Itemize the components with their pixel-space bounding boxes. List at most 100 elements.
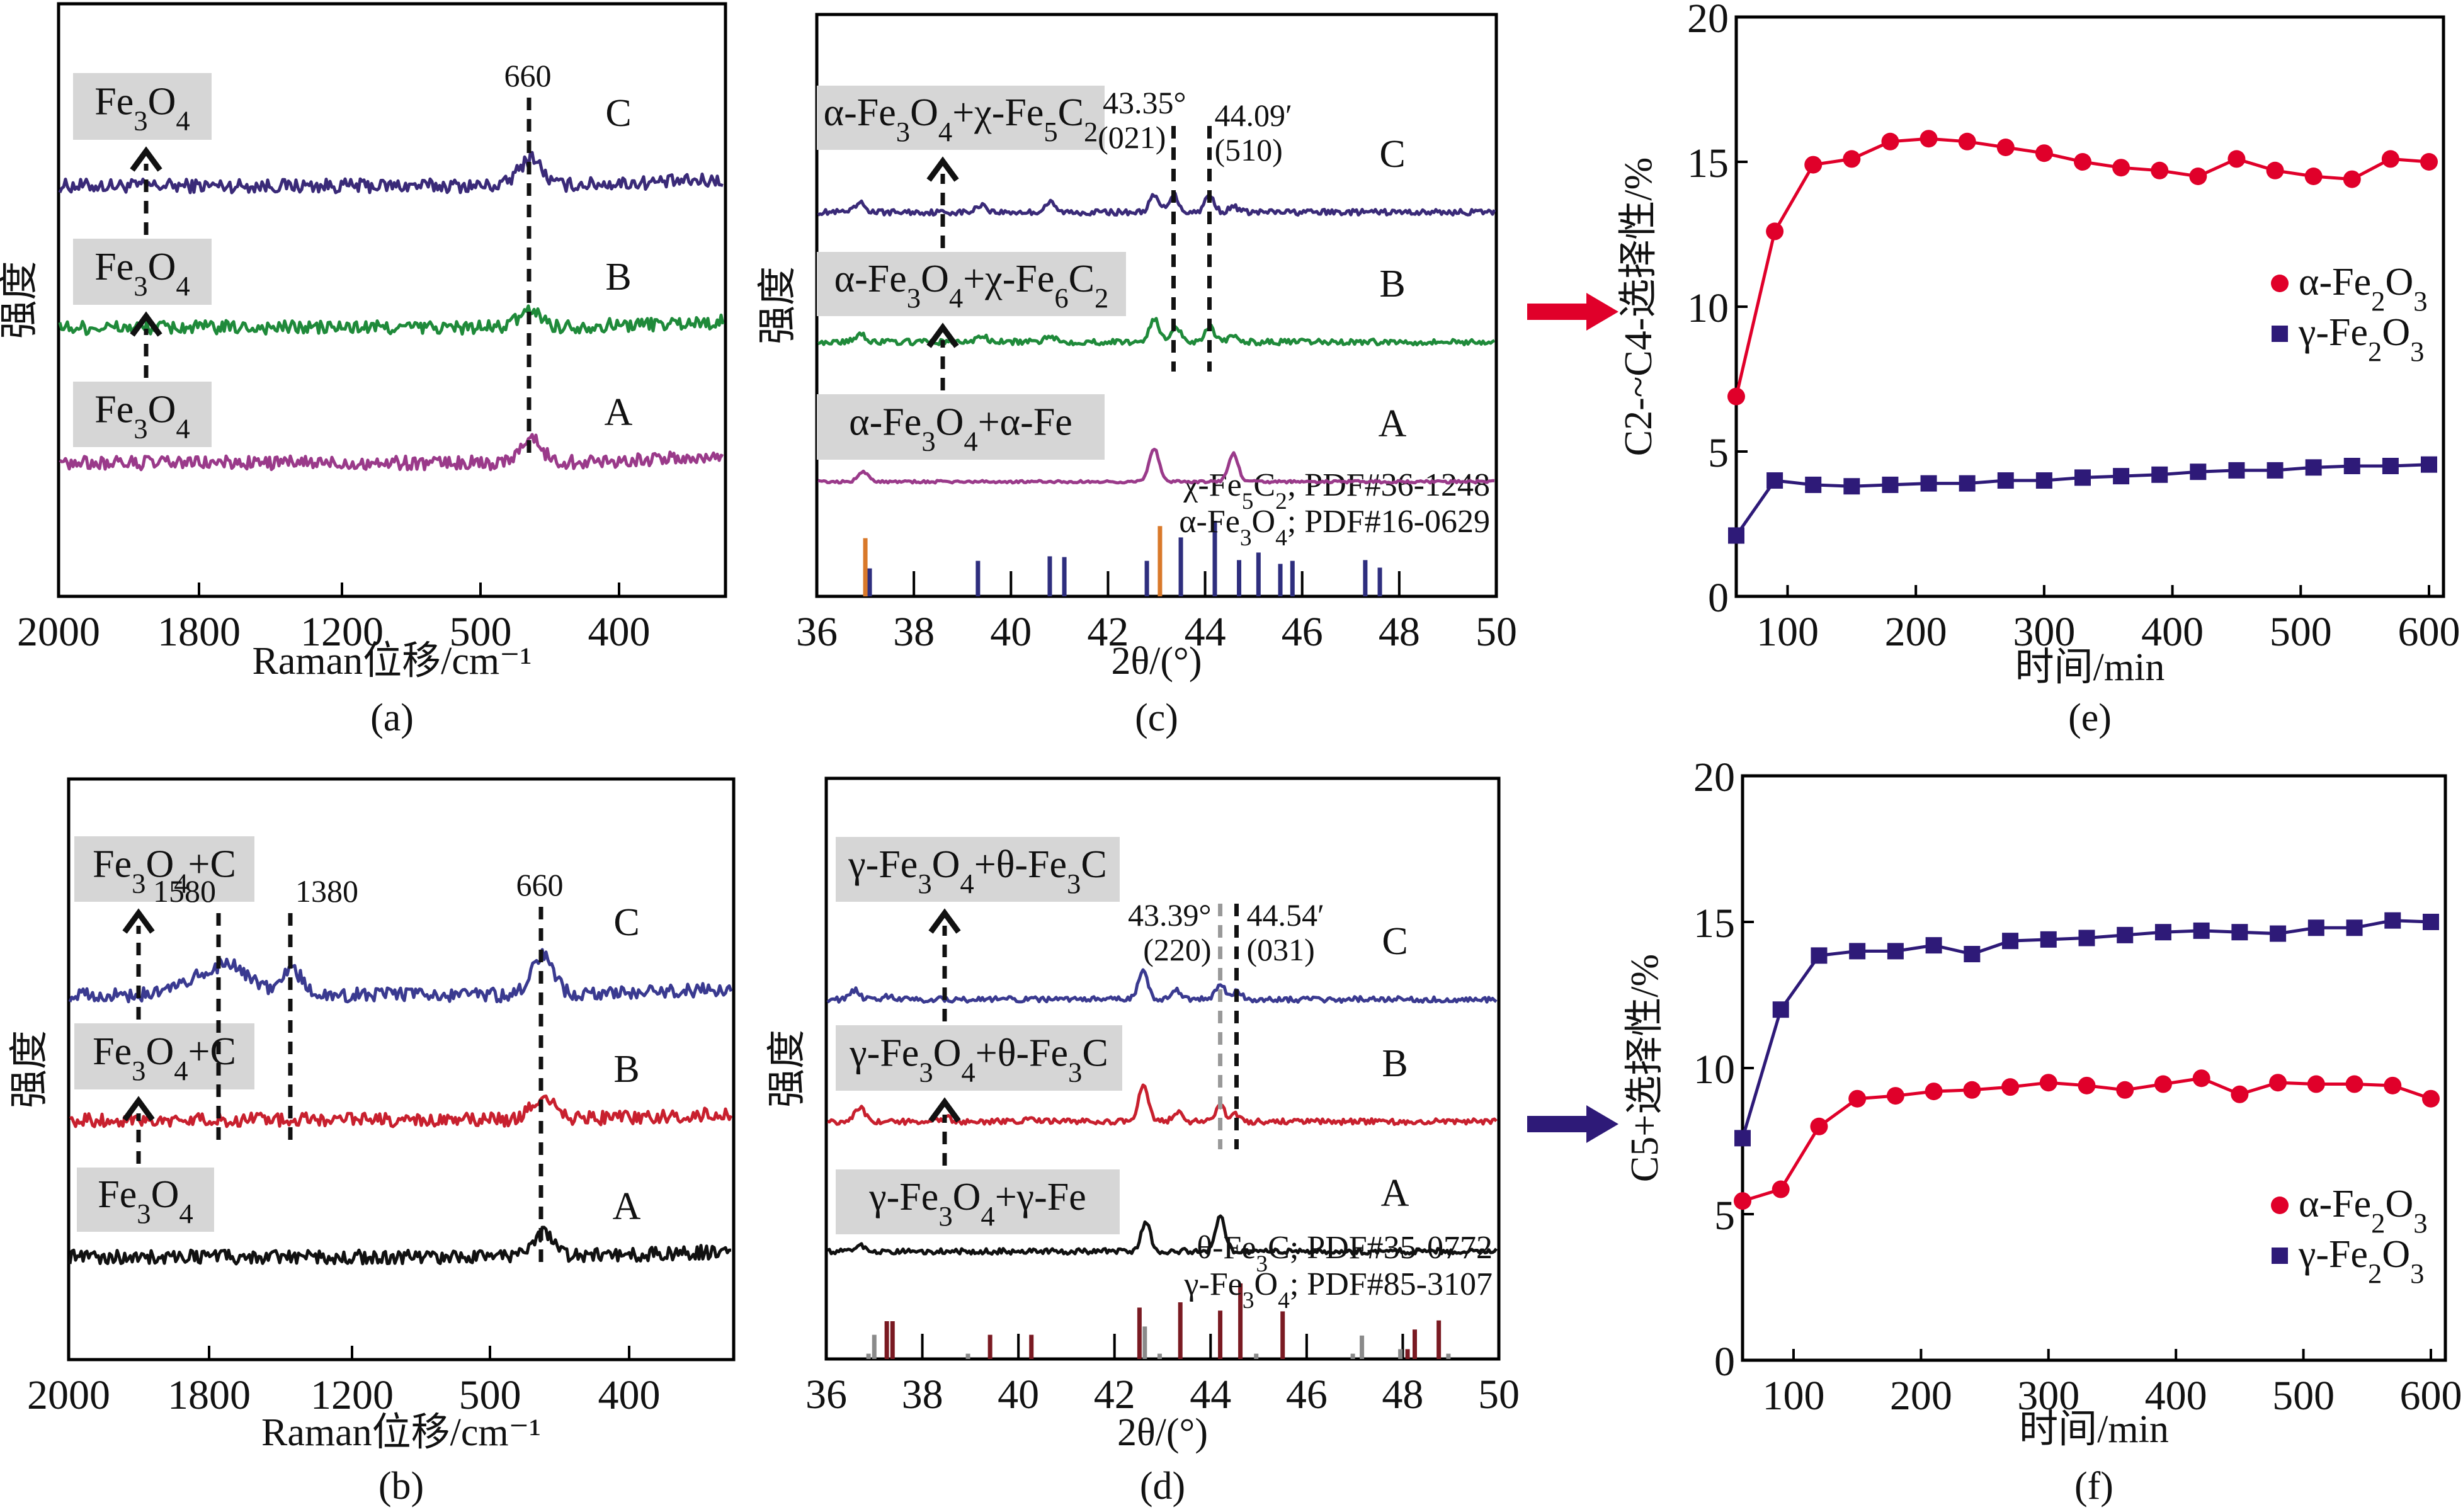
arrow-head-icon — [122, 1096, 155, 1122]
x-tick-label: 36 — [805, 1372, 847, 1418]
data-point — [2078, 929, 2095, 946]
panel-label: (c) — [1135, 696, 1178, 739]
x-tick-label: 500 — [459, 1372, 521, 1418]
reference-stick — [1158, 526, 1163, 596]
reference-stick — [1254, 1353, 1259, 1359]
spectrum-C — [68, 948, 733, 1004]
y-tick-label: 15 — [1687, 140, 1729, 186]
data-point — [2035, 472, 2052, 489]
legend-label: α-Fe2O3 — [2299, 1183, 2428, 1239]
reference-stick — [965, 1353, 970, 1359]
data-point — [2039, 1074, 2057, 1092]
phase-label: α-Fe3O4+α-Fe — [849, 401, 1072, 457]
peak-label: 660 — [504, 58, 552, 93]
data-point — [2116, 1081, 2134, 1099]
peak-label: 1380 — [295, 873, 358, 909]
arrow-head-icon — [926, 322, 959, 348]
data-point — [2231, 1085, 2249, 1103]
data-point — [1920, 130, 1938, 148]
reference-stick — [872, 1334, 877, 1359]
x-axis-title: 2θ/(°) — [1111, 640, 1202, 683]
data-point — [2343, 458, 2360, 474]
data-point — [2305, 459, 2322, 476]
series-label-A: A — [613, 1185, 641, 1228]
x-tick-label: 42 — [1094, 1372, 1135, 1418]
x-tick-label: 50 — [1478, 1372, 1520, 1418]
data-point — [1964, 946, 1981, 963]
y-axis-title: C2-~C4-选择性/% — [1617, 157, 1660, 456]
data-point — [2074, 469, 2091, 486]
data-point — [2267, 462, 2284, 479]
data-point — [2384, 1076, 2402, 1094]
series-label-B: B — [605, 256, 631, 298]
series-label-A: A — [1379, 402, 1407, 445]
arrow-head-icon — [130, 146, 162, 172]
data-point — [1734, 1130, 1751, 1147]
reference-stick — [1178, 537, 1183, 596]
phase-label: γ-Fe3O4+θ-Fe3C — [849, 1032, 1108, 1088]
phase-label-box — [74, 1023, 254, 1089]
series-label-C: C — [1382, 920, 1408, 963]
x-axis-title: Raman位移/cm⁻¹ — [253, 640, 532, 683]
data-point — [1886, 1087, 1904, 1105]
reference-stick — [1377, 567, 1382, 596]
series-label-A: A — [1381, 1172, 1409, 1215]
data-point — [2384, 912, 2401, 929]
reference-stick — [1029, 1334, 1034, 1359]
x-tick-label: 2000 — [27, 1372, 110, 1418]
data-point — [1772, 1001, 1789, 1018]
data-point — [2074, 153, 2091, 171]
phase-label: Fe3O4 — [94, 388, 190, 444]
right-arrow-icon — [1527, 293, 1618, 331]
y-axis-title: 强度 — [766, 1030, 809, 1108]
peak-hkl-label: (220) — [1143, 932, 1211, 967]
data-point — [1881, 132, 1899, 151]
phase-label-box — [73, 73, 212, 140]
data-point — [2078, 1076, 2096, 1094]
reference-stick — [1062, 557, 1067, 596]
reference-stick — [1350, 1353, 1355, 1359]
data-point — [1963, 1081, 1981, 1099]
panel-a: (a) Raman位移/cm⁻¹ 强度 2000 1800 1200 500 400 C B A Fe… — [0, 2, 727, 739]
phase-label-box — [77, 1168, 214, 1232]
data-point — [1766, 222, 1784, 241]
series-label-B: B — [613, 1048, 639, 1091]
data-point — [1728, 527, 1744, 544]
data-point — [1766, 472, 1783, 489]
y-axis-title: 强度 — [8, 1030, 51, 1108]
plot-frame — [57, 2, 727, 598]
panel-b: (b) Raman位移/cm⁻¹ 强度 2000 1800 1200 500 400 C B A Fe… — [8, 777, 736, 1508]
legend-label: γ-Fe2O3 — [2298, 1233, 2424, 1289]
phase-label: Fe3O4 — [94, 81, 190, 137]
x-tick-label: 2000 — [17, 609, 100, 655]
x-tick-label: 38 — [893, 609, 935, 655]
y-axis-title: C5+选择性/% — [1624, 954, 1666, 1182]
phase-label-box — [73, 239, 212, 305]
series-label-B: B — [1379, 263, 1405, 305]
reference-stick — [1280, 1311, 1285, 1359]
data-point — [1843, 478, 1860, 495]
reference-label: γ-Fe3O4; PDF#85-3107 — [1184, 1266, 1493, 1314]
data-point — [2307, 919, 2324, 936]
x-tick-label: 400 — [2141, 609, 2204, 655]
x-axis-title: 时间/min — [2015, 646, 2165, 689]
data-point — [2117, 926, 2134, 943]
data-point — [2035, 144, 2053, 162]
reference-stick — [976, 560, 981, 596]
data-point — [1925, 1083, 1943, 1101]
data-point — [1882, 476, 1899, 493]
y-tick-label: 5 — [1708, 430, 1729, 476]
legend-marker — [2271, 275, 2289, 292]
data-point — [1997, 472, 2014, 489]
panel-label: (a) — [370, 696, 414, 739]
pattern-B — [827, 1083, 1498, 1126]
x-tick-label: 600 — [2400, 1373, 2462, 1419]
phase-label-box — [73, 382, 212, 447]
panel-c: (c) 2θ/(°) 强度 36 38 40 42 44 46 48 50 χ-Fe5C2; PDF#… — [756, 13, 1517, 739]
spectrum-B — [69, 1094, 733, 1128]
x-tick-label: 400 — [588, 609, 651, 655]
peak-hkl-label: (031) — [1246, 932, 1314, 967]
data-point — [1920, 475, 1937, 492]
x-tick-label: 300 — [2013, 609, 2075, 655]
arrow-head-icon — [130, 311, 162, 337]
